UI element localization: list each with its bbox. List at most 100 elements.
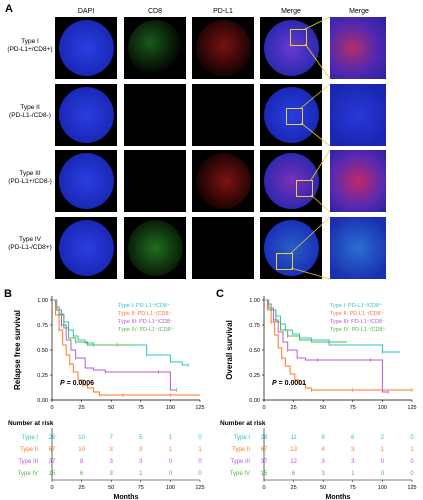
y-tick-label: 1.00 xyxy=(37,298,48,304)
risk-cell: 2 xyxy=(381,435,385,441)
risk-cell: 67 xyxy=(49,447,56,453)
row-label-type-1: Type I (PD-L1+/CD8+) xyxy=(2,38,58,54)
series-line-4 xyxy=(52,299,135,346)
risk-cell: 37 xyxy=(49,459,56,465)
panel-a-letter: A xyxy=(5,3,13,15)
y-tick-label: 1.00 xyxy=(249,298,260,304)
risk-row-label-3: Type III xyxy=(230,459,250,465)
x-tick-label: 50 xyxy=(108,405,114,411)
tile-cd8-type-2 xyxy=(124,84,186,146)
x-tick-label: 75 xyxy=(350,405,356,411)
risk-cell: 7 xyxy=(110,435,114,441)
p-value: P = 0.0006 xyxy=(60,380,94,387)
x-axis-label: Months xyxy=(326,494,351,500)
tile-pdl1-type-3 xyxy=(192,150,254,212)
tile-dapi-type-4 xyxy=(55,217,117,279)
col-head-pdl1: PD-L1 xyxy=(213,8,233,15)
risk-cell: 0 xyxy=(198,435,202,441)
panel-letter: C xyxy=(216,288,224,300)
tile-cd8-type-4 xyxy=(124,217,186,279)
risk-cell: 1 xyxy=(169,447,173,453)
risk-row-label-2: Type II xyxy=(232,447,250,453)
risk-cell: 10 xyxy=(78,447,85,453)
risk-cell: 3 xyxy=(351,447,355,453)
tile-zoom-type-1 xyxy=(330,17,386,79)
risk-cell: 28 xyxy=(49,435,56,441)
risk-table-title: Number at risk xyxy=(8,420,54,427)
risk-x-tick-label: 75 xyxy=(138,485,144,491)
y-tick-label: 0.25 xyxy=(249,373,260,379)
legend-entry-3: Type III: PD-L1⁺/CD8⁻ xyxy=(118,318,173,325)
x-tick-label: 125 xyxy=(195,405,204,411)
risk-cell: 6 xyxy=(351,435,355,441)
col-head-merge: Merge xyxy=(281,8,301,15)
tile-zoom-type-4 xyxy=(330,217,386,279)
legend-entry-1: Type I: PD-L1⁺/CD8⁺ xyxy=(118,302,170,309)
risk-cell: 0 xyxy=(198,459,202,465)
legend-entry-2: Type II: PD-L1⁻/CD8⁻ xyxy=(118,311,172,317)
col-head-dapi: DAPI xyxy=(77,8,95,15)
risk-cell: 0 xyxy=(410,459,414,465)
tile-pdl1-type-4 xyxy=(192,217,254,279)
row-markers: (PD-L1+/CD8+) xyxy=(7,46,53,53)
tile-dapi-type-3 xyxy=(55,150,117,212)
risk-cell: 3 xyxy=(110,447,114,453)
x-tick-label: 75 xyxy=(138,405,144,411)
risk-cell: 13 xyxy=(290,447,297,453)
y-tick-label: 0.50 xyxy=(249,348,260,354)
risk-cell: 8 xyxy=(322,435,326,441)
risk-cell: 11 xyxy=(290,435,297,441)
risk-cell: 1 xyxy=(351,471,355,477)
row-label-type-2: Type II (PD-L1-/CD8-) xyxy=(2,104,58,120)
row-label-type-4: Type IV (PD-L1-/CD8+) xyxy=(2,236,58,252)
x-tick-label: 0 xyxy=(50,405,53,411)
risk-x-tick-label: 50 xyxy=(108,485,114,491)
risk-cell: 3 xyxy=(139,447,143,453)
row-markers: (PD-L1-/CD8-) xyxy=(9,112,51,119)
risk-cell: 67 xyxy=(261,447,268,453)
x-tick-label: 125 xyxy=(407,405,416,411)
tile-pdl1-type-2 xyxy=(192,84,254,146)
risk-cell: 15 xyxy=(49,471,56,477)
risk-row-label-2: Type II xyxy=(20,447,38,453)
p-value: P = 0.0001 xyxy=(272,380,306,387)
risk-cell: 1 xyxy=(169,435,173,441)
risk-x-tick-label: 0 xyxy=(262,485,265,491)
series-line-1 xyxy=(52,299,189,366)
x-tick-label: 50 xyxy=(320,405,326,411)
row-type: Type I xyxy=(21,38,39,45)
inset-box xyxy=(276,253,293,270)
row-type: Type II xyxy=(20,104,40,111)
y-tick-label: 0.00 xyxy=(37,398,48,404)
tile-merge-type-3 xyxy=(260,150,322,212)
risk-cell: 6 xyxy=(80,471,84,477)
risk-x-tick-label: 0 xyxy=(50,485,53,491)
inset-box xyxy=(290,29,307,46)
km-chart-b: B Relapse free survival 0.00 0.25 0.50 0.75 1.… xyxy=(4,288,205,500)
legend-entry-4: Type IV: PD-L1⁻/CD8⁺ xyxy=(118,326,174,333)
legend-entry-4: Type IV: PD-L1⁻/CD8⁺ xyxy=(330,326,386,333)
risk-cell: 0 xyxy=(381,459,385,465)
series-line-4 xyxy=(264,299,347,343)
row-type: Type III xyxy=(19,170,41,177)
risk-cell: 3 xyxy=(322,459,326,465)
inset-box xyxy=(296,180,313,197)
tile-merge-type-1 xyxy=(260,17,322,79)
x-axis-label: Months xyxy=(114,494,139,500)
inset-connectors xyxy=(290,16,331,280)
row-label-type-3: Type III (PD-L1+/CD8-) xyxy=(2,170,58,186)
risk-cell: 1 xyxy=(381,447,385,453)
x-tick-label: 0 xyxy=(262,405,265,411)
y-tick-label: 0.50 xyxy=(37,348,48,354)
y-tick-label: 0.00 xyxy=(249,398,260,404)
tile-zoom-type-3 xyxy=(330,150,386,212)
risk-cell: 1 xyxy=(198,447,202,453)
risk-cell: 0 xyxy=(198,471,202,477)
series-line-3 xyxy=(264,299,389,393)
risk-cell: 1 xyxy=(139,471,143,477)
risk-cell: 10 xyxy=(78,435,85,441)
risk-x-tick-label: 75 xyxy=(350,485,356,491)
risk-cell: 5 xyxy=(139,435,143,441)
x-tick-label: 100 xyxy=(378,405,387,411)
